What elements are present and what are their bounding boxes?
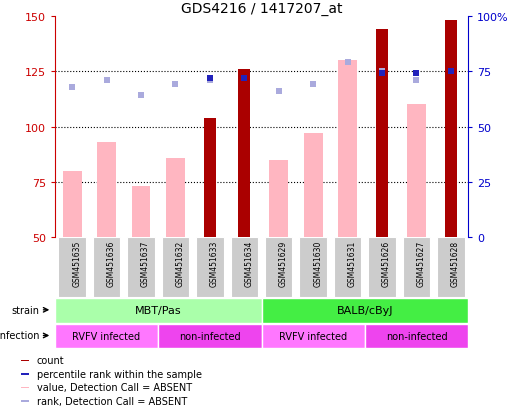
- Text: RVFV infected: RVFV infected: [73, 331, 141, 341]
- Bar: [299, 238, 327, 298]
- Text: GSM451631: GSM451631: [348, 240, 357, 287]
- Text: percentile rank within the sample: percentile rank within the sample: [37, 369, 202, 379]
- Text: GSM451632: GSM451632: [175, 240, 185, 287]
- Bar: [158, 324, 262, 349]
- Bar: [334, 238, 361, 298]
- Bar: [166, 158, 185, 238]
- Text: GSM451627: GSM451627: [416, 240, 425, 287]
- Text: GSM451634: GSM451634: [244, 240, 253, 287]
- Text: infection: infection: [0, 331, 40, 341]
- Text: GSM451630: GSM451630: [313, 240, 322, 287]
- Bar: [269, 160, 288, 238]
- Text: GSM451628: GSM451628: [451, 240, 460, 286]
- Bar: [196, 238, 224, 298]
- Text: value, Detection Call = ABSENT: value, Detection Call = ABSENT: [37, 382, 192, 392]
- Title: GDS4216 / 1417207_at: GDS4216 / 1417207_at: [181, 2, 342, 16]
- Text: GSM451629: GSM451629: [279, 240, 288, 287]
- Bar: [338, 61, 357, 238]
- Bar: [131, 187, 151, 238]
- Bar: [20, 360, 29, 361]
- Bar: [20, 387, 29, 388]
- Bar: [93, 238, 120, 298]
- Text: RVFV infected: RVFV infected: [279, 331, 347, 341]
- Bar: [238, 70, 251, 238]
- Bar: [231, 238, 258, 298]
- Bar: [365, 324, 468, 349]
- Bar: [262, 324, 365, 349]
- Bar: [63, 171, 82, 238]
- Text: GSM451633: GSM451633: [210, 240, 219, 287]
- Bar: [97, 143, 116, 238]
- Bar: [127, 238, 155, 298]
- Bar: [162, 238, 189, 298]
- Text: rank, Detection Call = ABSENT: rank, Detection Call = ABSENT: [37, 396, 187, 406]
- Text: strain: strain: [12, 305, 40, 315]
- Bar: [55, 324, 158, 349]
- Bar: [204, 119, 216, 238]
- Text: GSM451636: GSM451636: [107, 240, 116, 287]
- Bar: [407, 105, 426, 238]
- Bar: [55, 298, 262, 323]
- Bar: [262, 298, 468, 323]
- Bar: [59, 238, 86, 298]
- Bar: [368, 238, 396, 298]
- Bar: [265, 238, 292, 298]
- Bar: [445, 21, 457, 238]
- Bar: [20, 400, 29, 401]
- Text: non-infected: non-infected: [179, 331, 241, 341]
- Bar: [20, 373, 29, 375]
- Bar: [304, 134, 323, 238]
- Text: MBT/Pas: MBT/Pas: [135, 306, 181, 316]
- Bar: [403, 238, 430, 298]
- Text: GSM451637: GSM451637: [141, 240, 150, 287]
- Bar: [376, 30, 388, 238]
- Text: GSM451626: GSM451626: [382, 240, 391, 287]
- Bar: [437, 238, 464, 298]
- Text: non-infected: non-infected: [385, 331, 447, 341]
- Text: GSM451635: GSM451635: [72, 240, 81, 287]
- Text: BALB/cByJ: BALB/cByJ: [336, 306, 393, 316]
- Text: count: count: [37, 356, 64, 366]
